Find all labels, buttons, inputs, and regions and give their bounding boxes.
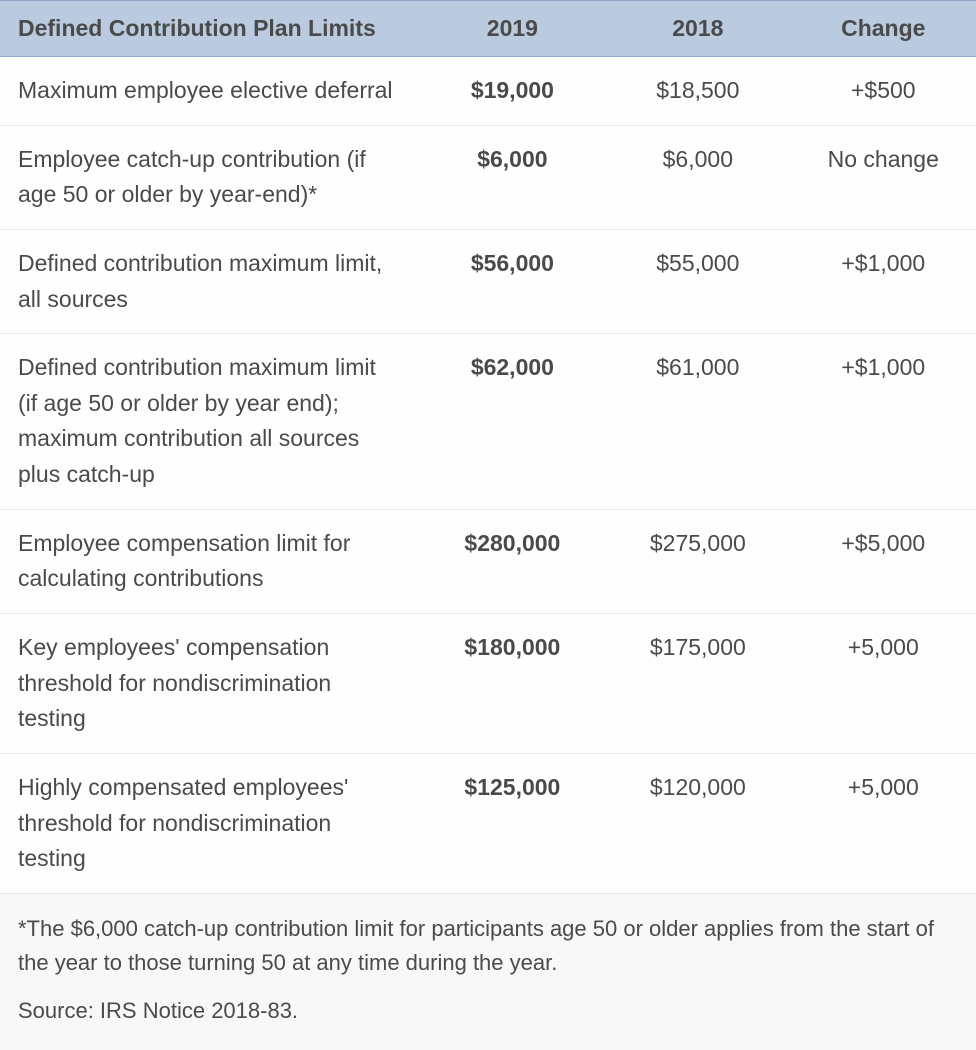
row-value-change: +$1,000 [791,229,976,333]
row-label: Maximum employee elective deferral [0,57,420,126]
col-header-2018: 2018 [605,1,790,57]
row-value-change: +$1,000 [791,334,976,510]
row-label: Employee compensation limit for calculat… [0,509,420,613]
row-value-2019: $6,000 [420,125,605,229]
row-value-2019: $19,000 [420,57,605,126]
footnote-text: *The $6,000 catch-up contribution limit … [18,912,956,980]
row-value-2019: $56,000 [420,229,605,333]
table-row: Employee catch-up contribution (if age 5… [0,125,976,229]
row-value-2018: $61,000 [605,334,790,510]
table-footer: *The $6,000 catch-up contribution limit … [0,893,976,1050]
col-header-change: Change [791,1,976,57]
contribution-limits-table-wrap: Defined Contribution Plan Limits 2019 20… [0,0,976,1050]
row-value-2018: $175,000 [605,614,790,754]
contribution-limits-table: Defined Contribution Plan Limits 2019 20… [0,0,976,1050]
row-label: Employee catch-up contribution (if age 5… [0,125,420,229]
row-label: Defined contribution maximum limit (if a… [0,334,420,510]
row-value-2019: $62,000 [420,334,605,510]
table-body: Maximum employee elective deferral$19,00… [0,57,976,894]
row-label: Key employees' compensation threshold fo… [0,614,420,754]
table-footer-row: *The $6,000 catch-up contribution limit … [0,893,976,1050]
source-text: Source: IRS Notice 2018-83. [18,994,956,1028]
row-value-2019: $125,000 [420,753,605,893]
row-value-2018: $275,000 [605,509,790,613]
row-value-2018: $18,500 [605,57,790,126]
row-value-2019: $180,000 [420,614,605,754]
table-footer-cell: *The $6,000 catch-up contribution limit … [0,893,976,1050]
col-header-2019: 2019 [420,1,605,57]
table-row: Defined contribution maximum limit (if a… [0,334,976,510]
row-label: Highly compensated employees' threshold … [0,753,420,893]
table-header: Defined Contribution Plan Limits 2019 20… [0,1,976,57]
row-value-2018: $6,000 [605,125,790,229]
row-label: Defined contribution maximum limit, all … [0,229,420,333]
table-row: Defined contribution maximum limit, all … [0,229,976,333]
table-row: Maximum employee elective deferral$19,00… [0,57,976,126]
table-header-row: Defined Contribution Plan Limits 2019 20… [0,1,976,57]
row-value-change: +5,000 [791,753,976,893]
row-value-2018: $55,000 [605,229,790,333]
row-value-change: +$500 [791,57,976,126]
row-value-change: +5,000 [791,614,976,754]
table-row: Highly compensated employees' threshold … [0,753,976,893]
row-value-2018: $120,000 [605,753,790,893]
col-header-plan-limits: Defined Contribution Plan Limits [0,1,420,57]
table-row: Employee compensation limit for calculat… [0,509,976,613]
row-value-change: No change [791,125,976,229]
row-value-change: +$5,000 [791,509,976,613]
row-value-2019: $280,000 [420,509,605,613]
table-row: Key employees' compensation threshold fo… [0,614,976,754]
